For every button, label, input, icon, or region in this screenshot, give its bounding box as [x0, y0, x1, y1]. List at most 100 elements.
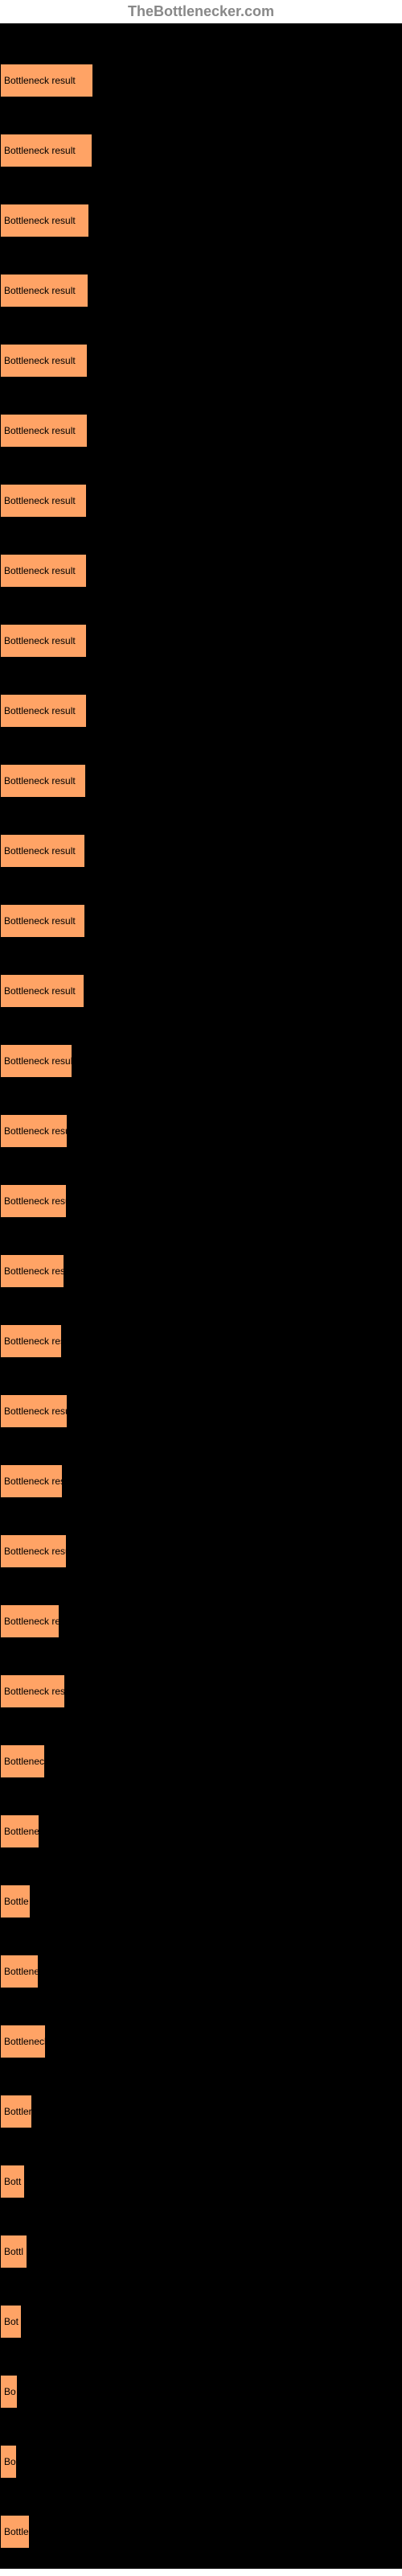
bar: Bottlene: [0, 1814, 39, 1848]
bar-row: Bottleneck result: [0, 1152, 402, 1222]
bar-row: Bottleneck result: [0, 802, 402, 872]
bar: Bo: [0, 2445, 17, 2479]
bar-row: Bottlene: [0, 1782, 402, 1852]
bar-row: Bottleneck result: [0, 312, 402, 382]
bar-label: Bottleneck result: [4, 985, 76, 997]
bar-label: Bottleneck result: [4, 845, 76, 857]
bar: Bottleneck: [0, 1744, 45, 1778]
bar: Bottleneck result: [0, 414, 88, 448]
bar-chart: Bottleneck result Bottleneck result Bottle…: [0, 23, 402, 2569]
bar-label: Bottleneck result: [4, 75, 76, 86]
bar-row: Bott: [0, 2132, 402, 2202]
bar-label: Bottleneck result: [4, 1406, 68, 1417]
bar-label: Bottleneck res: [4, 1335, 62, 1347]
bar-row: Bottlene: [0, 1922, 402, 1992]
bar-row: Bottleneck result: [0, 592, 402, 662]
bar-label: Bo: [4, 2386, 16, 2397]
bar: Bottleneck result: [0, 554, 87, 588]
bar-label: Bottleneck: [4, 2036, 46, 2047]
bar-row: Bottleneck: [0, 1712, 402, 1782]
bar-label: Bottle: [4, 1896, 29, 1907]
bar-label: Bottleneck result: [4, 1125, 68, 1137]
bar-label: Bottleneck result: [4, 635, 76, 646]
bar-row: Bottleneck result: [0, 1642, 402, 1712]
bar-label: Bottleneck result: [4, 775, 76, 786]
bar-row: Bottleneck result: [0, 31, 402, 101]
bar-row: Bottleneck result: [0, 662, 402, 732]
bar-label: Bottleneck res: [4, 1616, 59, 1627]
bar: Bottleneck result: [0, 974, 84, 1008]
bar: Bottleneck result: [0, 1534, 67, 1568]
bar-row: Bottleneck result: [0, 1362, 402, 1432]
bar: Bottle: [0, 1885, 31, 1918]
bar: Bottlene: [0, 1955, 39, 1988]
bar-row: Bottleneck result: [0, 942, 402, 1012]
bar: Bottleneck res: [0, 1324, 62, 1358]
site-title: TheBottlenecker.com: [128, 3, 274, 19]
bar-label: Bottleneck result: [4, 1055, 72, 1067]
bar-row: Bottleneck result: [0, 452, 402, 522]
bar-label: Bottleneck result: [4, 215, 76, 226]
bar-row: Bottleneck resul: [0, 1432, 402, 1502]
bar: Bottleneck result: [0, 1254, 64, 1288]
bar: Bottl: [0, 2235, 27, 2268]
bar-row: Bo: [0, 2413, 402, 2483]
bar-row: Bottler: [0, 2062, 402, 2132]
bar-row: Bottleneck result: [0, 1502, 402, 1572]
bar: Bo: [0, 2375, 18, 2409]
bar-label: Bottleneck result: [4, 565, 76, 576]
bar: Bottleneck resul: [0, 1464, 63, 1498]
bar: Bot: [0, 2305, 22, 2339]
bar-row: Bottleneck result: [0, 1082, 402, 1152]
bar: Bottleneck result: [0, 834, 85, 868]
bar-label: Bot: [4, 2316, 18, 2327]
bar: Bottleneck: [0, 2025, 46, 2058]
bar: Bottleneck result: [0, 1044, 72, 1078]
bar: Bottleneck result: [0, 484, 87, 518]
bar-label: Bottleneck result: [4, 705, 76, 716]
bar-row: Bo: [0, 2343, 402, 2413]
bar-label: Bottleneck result: [4, 425, 76, 436]
bar: Bottleneck result: [0, 134, 92, 167]
bar-row: Bottleneck result: [0, 382, 402, 452]
bar-label: Bottl: [4, 2246, 23, 2257]
bar-label: Bottleneck: [4, 1756, 45, 1767]
bar: Bottleneck result: [0, 1184, 67, 1218]
bar-row: Bottleneck result: [0, 872, 402, 942]
bar: Bottleneck result: [0, 274, 88, 308]
bar: Bottleneck result: [0, 764, 86, 798]
bar-row: Bottleneck result: [0, 242, 402, 312]
bar-row: Bottleneck result: [0, 1012, 402, 1082]
bar-label: Bottleneck result: [4, 1195, 67, 1207]
bar-row: Bottleneck result: [0, 101, 402, 171]
bar-label: Bottler: [4, 2106, 32, 2117]
bar-label: Bottleneck result: [4, 145, 76, 156]
bar: Bottleneck result: [0, 904, 85, 938]
bar: Bottler: [0, 2095, 32, 2128]
bar-row: Bot: [0, 2273, 402, 2343]
bar: Bottleneck result: [0, 204, 89, 237]
bar-row: Bottleneck: [0, 1992, 402, 2062]
bar-row: Bottleneck res: [0, 1292, 402, 1362]
bar: Bottle: [0, 2515, 30, 2549]
bar-label: Bottle: [4, 2526, 29, 2537]
bar: Bott: [0, 2165, 25, 2198]
bar-row: Bottle: [0, 2483, 402, 2553]
bar: Bottleneck result: [0, 624, 87, 658]
bar-label: Bottlene: [4, 1966, 39, 1977]
bar-label: Bottleneck result: [4, 915, 76, 927]
bar: Bottleneck result: [0, 694, 87, 728]
bar: Bottleneck result: [0, 64, 93, 97]
bar-row: Bottleneck res: [0, 1572, 402, 1642]
bar-row: Bottleneck result: [0, 522, 402, 592]
bar: Bottleneck result: [0, 1394, 68, 1428]
bar: Bottleneck result: [0, 344, 88, 378]
bar-row: Bottleneck result: [0, 1222, 402, 1292]
bar-label: Bott: [4, 2176, 21, 2187]
bar-label: Bottleneck result: [4, 285, 76, 296]
bar: Bottleneck res: [0, 1604, 59, 1638]
bar-row: Bottle: [0, 1852, 402, 1922]
header: TheBottlenecker.com: [0, 0, 402, 23]
bar-label: Bottleneck result: [4, 495, 76, 506]
bar: Bottleneck result: [0, 1114, 68, 1148]
